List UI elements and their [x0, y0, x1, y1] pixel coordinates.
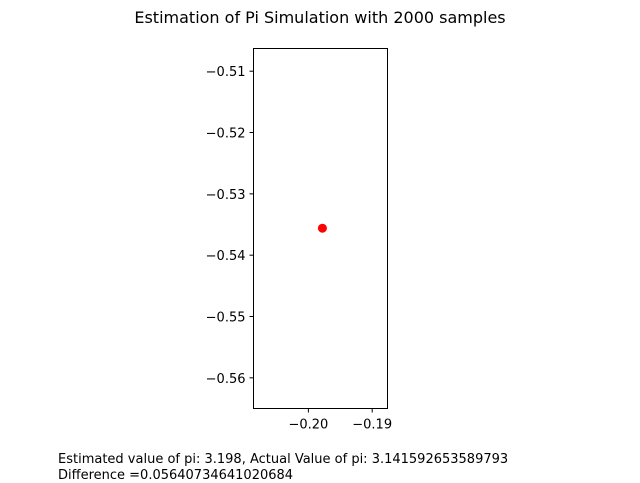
y-tick-label: −0.52: [206, 127, 246, 142]
x-tick-label: −0.20: [288, 418, 328, 433]
y-tick-label: −0.55: [206, 311, 246, 326]
data-points: [317, 223, 327, 233]
plot-frame: [253, 48, 388, 409]
x-tick-label: −0.19: [352, 418, 392, 433]
difference-caption: Difference =0.05640734641020684: [58, 468, 294, 483]
chart-title: Estimation of Pi Simulation with 2000 sa…: [134, 8, 506, 27]
y-tick-label: −0.51: [206, 65, 246, 80]
x-axis-ticks: −0.20 −0.19: [288, 408, 392, 433]
y-tick-label: −0.56: [206, 372, 246, 387]
estimate-caption: Estimated value of pi: 3.198, Actual Val…: [58, 452, 509, 467]
y-tick-label: −0.54: [206, 249, 246, 264]
y-axis-ticks: −0.51 −0.52 −0.53 −0.54 −0.55 −0.56: [206, 65, 254, 387]
scatter-point: [317, 223, 327, 233]
y-tick-label: −0.53: [206, 188, 246, 203]
